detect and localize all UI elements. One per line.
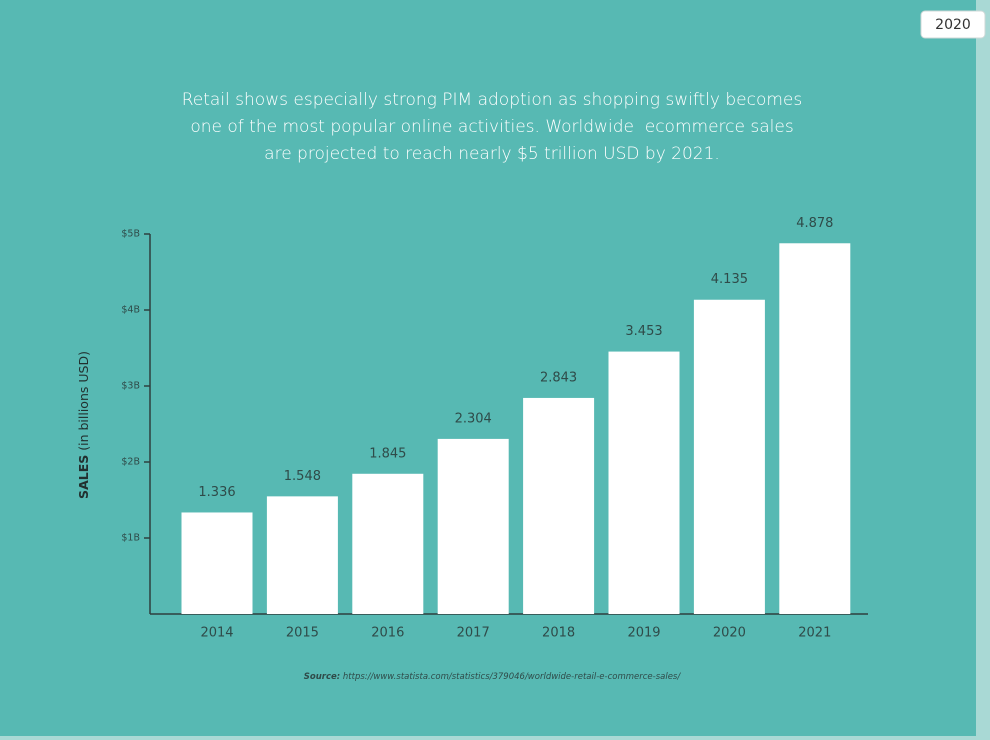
x-tick-label: 2016 [371,626,404,641]
chart-title: one of the most popular online activitie… [190,117,793,137]
y-tick-label: $3B [121,381,140,392]
y-axis-label-bold: SALES [76,455,91,499]
x-tick-label: 2018 [542,626,575,641]
bar [266,496,338,614]
chart-title: Retail shows especially strong PIM adopt… [182,90,803,110]
bar [181,512,253,614]
x-tick-label: 2021 [798,626,831,641]
bar [779,243,851,614]
x-tick-label: 2017 [457,626,490,641]
source: Source: https://www.statista.com/statist… [304,672,682,682]
bar [352,473,424,614]
badge[interactable]: 2020 [920,10,986,39]
value-label: 4.135 [711,272,748,287]
y-axis-label: SALES (in billions USD) [76,351,91,499]
bar [437,438,509,614]
x-tick-label: 2020 [713,626,746,641]
badge-text[interactable]: 2020 [935,17,971,33]
value-label: 2.304 [455,411,492,426]
bar [523,397,595,614]
bar [608,351,680,614]
x-tick-label: 2019 [627,626,660,641]
y-tick-label: $2B [121,457,140,468]
bar [693,299,765,614]
value-label: 1.336 [198,485,235,500]
value-label: 2.843 [540,370,577,385]
source-label: Source: [304,672,340,682]
chart-title: are projected to reach nearly $5 trillio… [264,144,720,164]
badge-box[interactable] [920,10,986,39]
y-axis-label-rest: (in billions USD) [76,351,91,451]
value-label: 4.878 [796,216,833,231]
y-tick-label: $1B [121,533,140,544]
x-tick-label: 2015 [286,626,319,641]
y-tick-label: $4B [121,305,140,316]
x-tick-label: 2014 [200,626,233,641]
source-url: https://www.statista.com/statistics/3790… [343,672,681,682]
value-label: 1.845 [369,446,406,461]
value-label: 3.453 [625,324,662,339]
value-label: 1.548 [284,469,321,484]
y-tick-label: $5B [121,229,140,240]
